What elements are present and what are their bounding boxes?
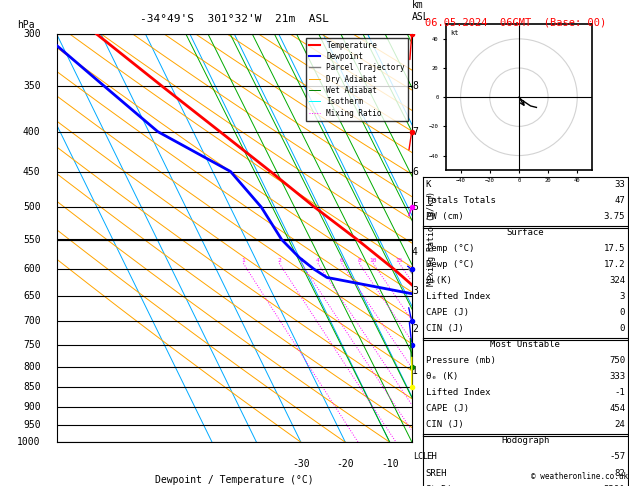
Text: 454: 454 [609, 404, 625, 414]
Text: CAPE (J): CAPE (J) [426, 308, 469, 317]
Text: K: K [426, 180, 431, 189]
Text: CAPE (J): CAPE (J) [426, 404, 469, 414]
Text: 400: 400 [23, 126, 41, 137]
Text: 300: 300 [23, 29, 41, 39]
Text: 450: 450 [23, 167, 41, 176]
Text: Surface: Surface [506, 228, 544, 237]
Legend: Temperature, Dewpoint, Parcel Trajectory, Dry Adiabat, Wet Adiabat, Isotherm, Mi: Temperature, Dewpoint, Parcel Trajectory… [306, 38, 408, 121]
Text: 800: 800 [23, 362, 41, 372]
Text: -34°49'S  301°32'W  21m  ASL: -34°49'S 301°32'W 21m ASL [140, 14, 329, 24]
Text: © weatheronline.co.uk: © weatheronline.co.uk [531, 472, 628, 481]
Text: 3: 3 [299, 259, 303, 263]
Text: θₑ (K): θₑ (K) [426, 372, 458, 382]
Text: 1: 1 [242, 259, 245, 263]
Text: CIN (J): CIN (J) [426, 420, 464, 430]
Text: 82: 82 [615, 469, 625, 478]
Text: 350: 350 [23, 81, 41, 91]
Text: 10: 10 [369, 259, 377, 263]
Text: -20: -20 [337, 459, 354, 469]
Text: 5: 5 [412, 202, 418, 212]
Text: 330°: 330° [604, 485, 625, 486]
Text: 33: 33 [615, 180, 625, 189]
Text: 900: 900 [23, 401, 41, 412]
Text: 0: 0 [620, 308, 625, 317]
Text: 0: 0 [620, 324, 625, 333]
Text: 333: 333 [609, 372, 625, 382]
Text: hPa: hPa [18, 20, 35, 30]
Text: 1: 1 [412, 366, 418, 376]
Text: -10: -10 [381, 459, 399, 469]
Text: 650: 650 [23, 291, 41, 301]
Text: Totals Totals: Totals Totals [426, 196, 496, 205]
Text: Temp (°C): Temp (°C) [426, 244, 474, 253]
Text: θₑ(K): θₑ(K) [426, 276, 453, 285]
Text: 600: 600 [23, 264, 41, 274]
Text: 3: 3 [412, 286, 418, 296]
Text: 3.75: 3.75 [604, 212, 625, 221]
Text: km
ASL: km ASL [412, 0, 430, 22]
Text: 500: 500 [23, 202, 41, 212]
Text: 17.2: 17.2 [604, 260, 625, 269]
Text: 324: 324 [609, 276, 625, 285]
Text: SREH: SREH [426, 469, 447, 478]
Text: 850: 850 [23, 382, 41, 392]
Text: CIN (J): CIN (J) [426, 324, 464, 333]
Text: 6: 6 [412, 167, 418, 176]
Text: -30: -30 [292, 459, 309, 469]
Text: 47: 47 [615, 196, 625, 205]
Text: 7: 7 [412, 126, 418, 137]
Text: 17.5: 17.5 [604, 244, 625, 253]
Text: 3: 3 [620, 292, 625, 301]
Text: kt: kt [450, 30, 459, 35]
Text: Dewpoint / Temperature (°C): Dewpoint / Temperature (°C) [155, 475, 314, 485]
Text: 700: 700 [23, 316, 41, 326]
Text: 4: 4 [412, 247, 418, 257]
Text: 06.05.2024  06GMT  (Base: 00): 06.05.2024 06GMT (Base: 00) [425, 17, 606, 27]
Text: 2: 2 [277, 259, 281, 263]
Text: 550: 550 [23, 235, 41, 244]
Text: 15: 15 [396, 259, 403, 263]
Text: LCL: LCL [413, 452, 428, 461]
Text: 8: 8 [357, 259, 361, 263]
Text: 750: 750 [23, 340, 41, 350]
Text: 1000: 1000 [17, 437, 41, 447]
Text: 6: 6 [340, 259, 343, 263]
Text: Dewp (°C): Dewp (°C) [426, 260, 474, 269]
Text: 750: 750 [609, 356, 625, 365]
Text: StmDir: StmDir [426, 485, 458, 486]
Text: 4: 4 [316, 259, 320, 263]
Text: Pressure (mb): Pressure (mb) [426, 356, 496, 365]
Text: 24: 24 [615, 420, 625, 430]
Text: Lifted Index: Lifted Index [426, 388, 491, 398]
Text: 8: 8 [412, 81, 418, 91]
Text: EH: EH [426, 452, 437, 462]
Text: Mixing Ratio (g/kg): Mixing Ratio (g/kg) [427, 191, 436, 286]
Text: -1: -1 [615, 388, 625, 398]
Text: Most Unstable: Most Unstable [490, 340, 560, 349]
Text: Hodograph: Hodograph [501, 436, 549, 446]
Text: 950: 950 [23, 420, 41, 430]
Text: PW (cm): PW (cm) [426, 212, 464, 221]
Text: 2: 2 [412, 324, 418, 333]
Text: -57: -57 [609, 452, 625, 462]
Text: Lifted Index: Lifted Index [426, 292, 491, 301]
